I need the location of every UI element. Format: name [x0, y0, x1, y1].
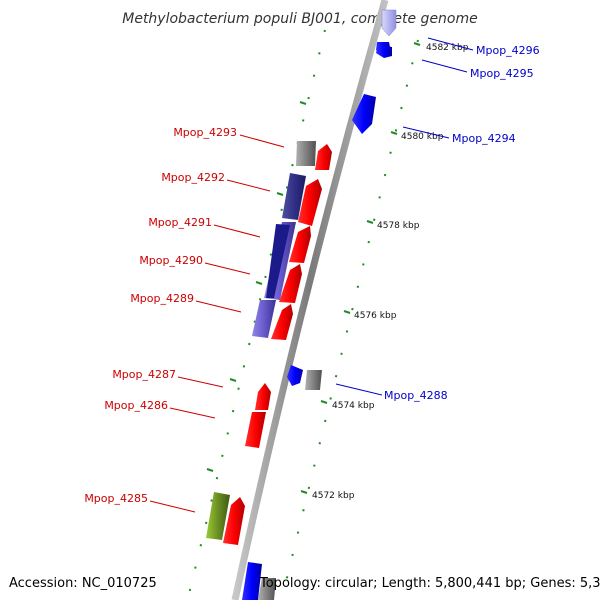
topology-text: Topology: circular; Length: 5,800,441 bp… — [259, 576, 600, 591]
svg-text:Mpop_4292: Mpop_4292 — [161, 171, 225, 184]
gene-feature-mpop-4293[interactable] — [296, 141, 332, 170]
gene-label-mpop-4287[interactable]: Mpop_4287 — [112, 368, 224, 388]
gene-label-mpop-4288[interactable]: Mpop_4288 — [335, 383, 448, 402]
gene-feature-mpop-4287[interactable] — [255, 383, 271, 410]
tick-label-4578: 4578 kbp — [377, 221, 420, 231]
kbp-tick-mark — [299, 101, 307, 105]
gene-label-mpop-4286[interactable]: Mpop_4286 — [104, 399, 216, 419]
kbp-tick-mark — [413, 42, 421, 46]
svg-text:Mpop_4291: Mpop_4291 — [148, 216, 212, 229]
gene-label-mpop-4292[interactable]: Mpop_4292 — [161, 171, 271, 192]
svg-text:Mpop_4287: Mpop_4287 — [112, 368, 176, 381]
kbp-tick-mark — [300, 490, 308, 494]
gene-feature-mpop-4289[interactable] — [252, 300, 293, 340]
svg-text:Mpop_4293: Mpop_4293 — [173, 126, 237, 139]
tick-label-4580: 4580 kbp — [401, 132, 444, 142]
kbp-tick-mark — [229, 378, 237, 382]
svg-text:Mpop_4290: Mpop_4290 — [139, 254, 203, 267]
guide-ticks-left — [206, 101, 307, 472]
guide-ticks-right — [300, 42, 421, 494]
svg-text:Mpop_4295: Mpop_4295 — [470, 67, 534, 80]
kbp-tick-mark — [343, 310, 351, 314]
gene-feature-mpop-4294[interactable] — [352, 94, 376, 134]
kbp-tick-mark — [276, 192, 284, 196]
kbp-tick-mark — [255, 281, 263, 285]
gene-label-mpop-4293[interactable]: Mpop_4293 — [173, 126, 285, 148]
svg-text:Mpop_4286: Mpop_4286 — [104, 399, 168, 412]
gene-feature-mpop-4285[interactable] — [206, 492, 245, 545]
tick-label-4574: 4574 kbp — [332, 401, 375, 411]
svg-text:Mpop_4285: Mpop_4285 — [84, 492, 148, 505]
svg-text:Mpop_4296: Mpop_4296 — [476, 44, 540, 57]
gene-label-mpop-4290[interactable]: Mpop_4290 — [139, 254, 251, 275]
kbp-tick-mark — [206, 468, 214, 472]
kbp-tick-mark — [390, 131, 398, 135]
gene-feature-bottom[interactable] — [242, 562, 276, 600]
svg-text:Mpop_4294: Mpop_4294 — [452, 132, 516, 145]
gene-label-mpop-4294[interactable]: Mpop_4294 — [402, 126, 516, 145]
genome-backbone — [231, 0, 389, 600]
gene-feature-mpop-4288[interactable] — [287, 365, 322, 390]
kbp-tick-mark — [366, 220, 374, 224]
guide-dots-right — [285, 39, 419, 579]
gene-feature-mpop-4290[interactable] — [279, 264, 302, 303]
kbp-tick-mark — [320, 400, 328, 404]
gene-feature-mpop-4295[interactable] — [376, 45, 392, 58]
svg-text:Mpop_4289: Mpop_4289 — [130, 292, 194, 305]
gene-feature-mpop-4286[interactable] — [245, 412, 266, 448]
accession-text: Accession: NC_010725 — [9, 576, 157, 591]
gene-label-mpop-4285[interactable]: Mpop_4285 — [84, 492, 196, 513]
gene-feature-mpop-4291[interactable] — [264, 222, 311, 300]
tick-label-4572: 4572 kbp — [312, 491, 355, 501]
tick-label-4582: 4582 kbp — [426, 43, 469, 53]
gene-label-mpop-4296[interactable]: Mpop_4296 — [427, 37, 540, 57]
gene-feature-mpop-4292[interactable] — [282, 173, 322, 226]
svg-text:Mpop_4288: Mpop_4288 — [384, 389, 448, 402]
map-title: Methylobacterium populi BJ001, complete … — [122, 11, 478, 27]
gene-label-mpop-4291[interactable]: Mpop_4291 — [148, 216, 261, 238]
gene-label-mpop-4289[interactable]: Mpop_4289 — [130, 292, 242, 313]
gene-label-mpop-4295[interactable]: Mpop_4295 — [421, 59, 534, 80]
tick-label-4576: 4576 kbp — [354, 311, 397, 321]
